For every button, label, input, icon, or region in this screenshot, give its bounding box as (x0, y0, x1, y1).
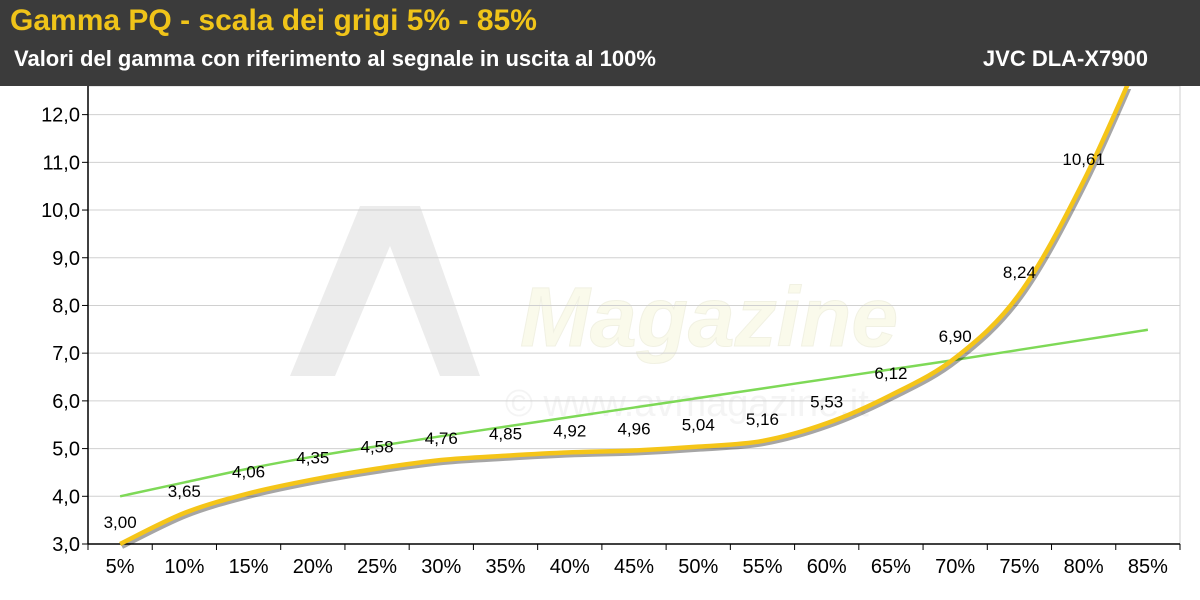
x-tick-label: 10% (164, 556, 204, 578)
measured-data-label: 10,61 (1062, 150, 1105, 169)
y-tick-label: 3,0 (52, 534, 80, 556)
axis-layer: 3,0 4,0 5,0 6,0 7,0 8,0 9,0 10,0 11,0 12,0 5% 10% 15… (41, 86, 1181, 578)
measured-data-label: 5,53 (810, 392, 843, 411)
x-tick-label: 40% (550, 556, 590, 578)
y-tick-label: 4,0 (52, 486, 80, 508)
measured-data-label: 4,96 (617, 419, 650, 438)
measured-data-label: 4,35 (296, 449, 329, 468)
projector-model: JVC DLA-X7900 (982, 46, 1148, 71)
chart-title: Gamma PQ - scala dei grigi 5% - 85% (10, 4, 537, 37)
x-tick-label: 30% (421, 556, 461, 578)
measured-data-label: 4,06 (232, 462, 265, 481)
x-tick-label: 25% (357, 556, 397, 578)
measured-data-label: 4,76 (425, 429, 458, 448)
x-tick-label: 35% (486, 556, 526, 578)
measured-data-label: 5,04 (682, 416, 715, 435)
y-tick-label: 6,0 (52, 391, 80, 413)
measured-data-label: 6,90 (939, 327, 972, 346)
measured-data-label: 6,12 (874, 364, 907, 383)
x-tick-label: 15% (229, 556, 269, 578)
measured-data-label: 5,16 (746, 410, 779, 429)
chart-header: Gamma PQ - scala dei grigi 5% - 85% Valo… (0, 0, 1200, 86)
x-tick-label: 50% (678, 556, 718, 578)
gamma-chart: Magazine © www.avmagazine.it 3,0 4,0 5,0 6,… (41, 86, 1181, 578)
watermark: Magazine © www.avmagazine.it (290, 206, 899, 425)
x-tick-label: 75% (999, 556, 1039, 578)
y-tick-label: 8,0 (52, 295, 80, 317)
x-tick-label: 20% (293, 556, 333, 578)
measured-data-label: 3,65 (168, 482, 201, 501)
chart-subtitle: Valori del gamma con riferimento al segn… (14, 46, 656, 71)
y-tick-label: 12,0 (41, 105, 80, 127)
measured-data-label: 3,00 (104, 513, 137, 532)
watermark-logo (290, 206, 480, 376)
x-tick-label: 70% (935, 556, 975, 578)
y-tick-label: 10,0 (41, 200, 80, 222)
measured-data-label: 8,24 (1003, 263, 1036, 282)
y-tick-label: 5,0 (52, 439, 80, 461)
y-tick-label: 11,0 (43, 152, 80, 174)
reference-gamma-line (119, 328, 1149, 498)
watermark-brand: Magazine (520, 270, 898, 364)
x-tick-label: 55% (742, 556, 782, 578)
x-tick-label: 45% (614, 556, 654, 578)
series-layer (119, 86, 1149, 549)
measured-data-label: 4,92 (553, 421, 586, 440)
measured-gamma-line (119, 86, 1130, 547)
label-layer: 3,00 3,65 4,06 4,35 4,58 4,76 4,85 4,92 4,96 5,04… (104, 150, 1105, 532)
x-tick-label: 65% (871, 556, 911, 578)
y-tick-label: 7,0 (52, 343, 80, 365)
x-tick-label: 60% (807, 556, 847, 578)
x-tick-label: 80% (1064, 556, 1104, 578)
x-tick-label: 85% (1128, 556, 1168, 578)
measured-data-label: 4,58 (361, 438, 394, 457)
y-tick-label: 9,0 (52, 248, 80, 270)
x-tick-label: 5% (106, 556, 135, 578)
measured-gamma-shadow (121, 89, 1132, 549)
measured-data-label: 4,85 (489, 425, 522, 444)
